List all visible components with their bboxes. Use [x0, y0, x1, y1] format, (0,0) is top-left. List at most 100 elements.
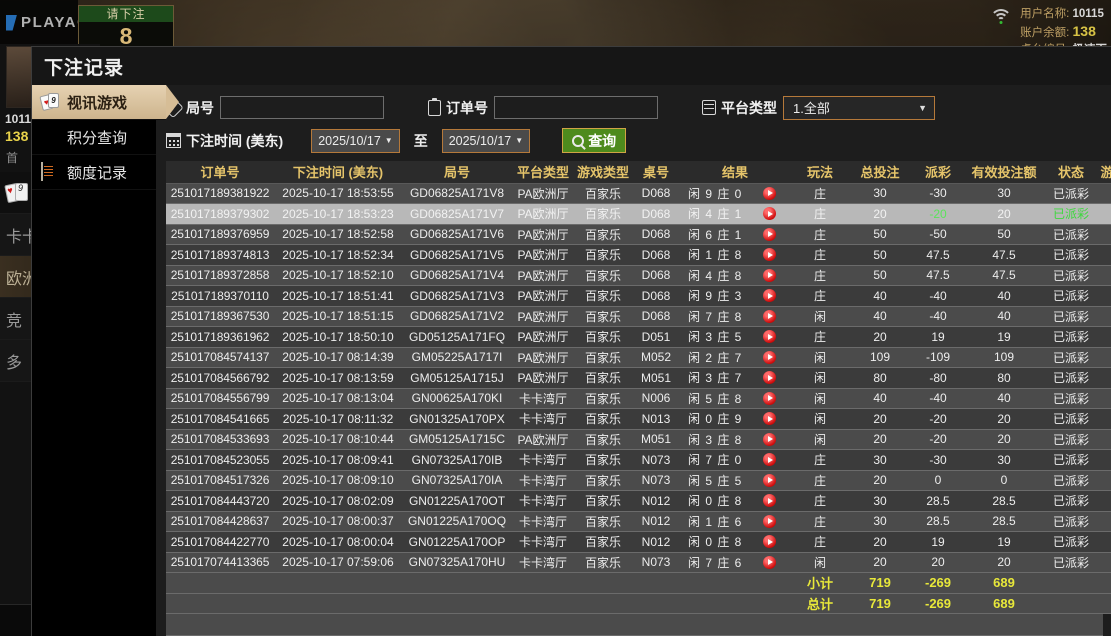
search-button[interactable]: 查询 [562, 128, 627, 153]
table-row[interactable]: 251017084443720 2025-10-17 08:02:09 GN0122… [166, 490, 1111, 512]
col-game-type[interactable]: 游戏类型 [574, 161, 632, 184]
cell-table-number: D068 [632, 183, 680, 204]
play-replay-icon[interactable] [763, 391, 776, 405]
cell-total-bet: 20 [850, 408, 910, 430]
col-result[interactable]: 结果 [680, 161, 790, 184]
col-game-mode[interactable]: 游戏模 [1100, 161, 1111, 184]
table-row[interactable]: 251017084556799 2025-10-17 08:13:04 GN0062… [166, 388, 1111, 409]
play-replay-icon[interactable] [763, 453, 776, 467]
play-replay-icon[interactable] [763, 289, 776, 303]
cell-payout: -40 [910, 285, 966, 307]
order-number-label: 订单号 [446, 99, 488, 116]
cell-table-number: D068 [632, 306, 680, 327]
table-row[interactable]: 251017084533693 2025-10-17 08:10:44 GM0512… [166, 429, 1111, 450]
col-bet-type[interactable]: 玩法 [790, 161, 850, 184]
cell-valid-bet: 19 [966, 531, 1042, 553]
summary-spacer-right [1042, 593, 1111, 614]
platform-type-label-group: 平台类型 [702, 98, 777, 118]
table-summary-row: 小计 719 -269 689 [166, 572, 1111, 594]
table-row[interactable]: 251017084541665 2025-10-17 08:11:32 GN0132… [166, 408, 1111, 430]
col-status[interactable]: 状态 [1042, 161, 1100, 184]
brand-mark-icon [6, 14, 17, 31]
table-row[interactable]: 251017189379302 2025-10-17 18:53:23 GD0682… [166, 203, 1111, 225]
sidebar-item-video-game[interactable]: ♥ 9 视讯游戏 [32, 85, 179, 120]
search-button-label: 查询 [588, 132, 617, 149]
table-row[interactable]: 251017189374813 2025-10-17 18:52:34 GD0682… [166, 244, 1111, 266]
cell-result: 闲 5 庄 5 [680, 470, 790, 491]
cell-game-type: 百家乐 [574, 490, 632, 512]
cell-result: 闲 5 庄 8 [680, 388, 790, 409]
order-number-input[interactable] [494, 96, 658, 119]
cell-bet-type: 庄 [790, 285, 850, 307]
rail-tab-home[interactable]: 首 [6, 151, 19, 165]
table-row[interactable]: 251017189361962 2025-10-17 18:50:10 GD0512… [166, 326, 1111, 348]
cards-icon [4, 182, 32, 204]
play-replay-icon[interactable] [763, 227, 776, 241]
play-replay-icon[interactable] [763, 186, 776, 200]
play-replay-icon[interactable] [763, 268, 776, 282]
sidebar-item-label: 视讯游戏 [67, 94, 128, 112]
play-replay-icon[interactable] [763, 207, 776, 221]
sidebar-item-credit-record[interactable]: 额度记录 [32, 155, 156, 190]
table-row[interactable]: 251017084422770 2025-10-17 08:00:04 GN0122… [166, 531, 1111, 553]
result-text: 闲 4 庄 1 [688, 207, 743, 222]
col-order-number[interactable]: 订单号 [166, 161, 274, 184]
cell-game-type: 百家乐 [574, 306, 632, 327]
play-replay-icon[interactable] [763, 432, 776, 446]
sidebar-item-points-query[interactable]: 积分查询 [32, 120, 156, 155]
table-row[interactable]: 251017084517326 2025-10-17 08:09:10 GN0732… [166, 470, 1111, 491]
cell-valid-bet: 109 [966, 347, 1042, 368]
col-valid-bet[interactable]: 有效投注额 [966, 161, 1042, 184]
play-replay-icon[interactable] [763, 371, 776, 385]
col-payout[interactable]: 派彩 [910, 161, 966, 184]
table-row[interactable]: 251017189381922 2025-10-17 18:53:55 GD0682… [166, 183, 1111, 204]
play-replay-icon[interactable] [763, 514, 776, 528]
cell-result: 闲 7 庄 8 [680, 306, 790, 327]
play-replay-icon[interactable] [763, 494, 776, 508]
play-replay-icon[interactable] [763, 330, 776, 344]
play-replay-icon[interactable] [763, 473, 776, 487]
date-from-picker[interactable]: 2025/10/17 ▼ [311, 128, 400, 153]
cell-payout: 28.5 [910, 490, 966, 512]
rail-item-label: 卡卡 [6, 228, 39, 246]
round-number-input[interactable] [220, 96, 384, 119]
cell-platform-type: PA欧洲厅 [512, 306, 574, 327]
play-replay-icon[interactable] [763, 350, 776, 364]
cell-platform-type: 卡卡湾厅 [512, 531, 574, 553]
cell-platform-type: 卡卡湾厅 [512, 470, 574, 491]
play-replay-icon[interactable] [763, 309, 776, 323]
table-body: 251017189381922 2025-10-17 18:53:55 GD0682… [166, 183, 1111, 614]
play-replay-icon[interactable] [763, 412, 776, 426]
cell-game-mode: - [1100, 244, 1111, 266]
play-replay-icon[interactable] [763, 248, 776, 262]
cell-order-number: 251017189370110 [166, 285, 274, 307]
col-round-number[interactable]: 局号 [402, 161, 512, 184]
table-row[interactable]: 251017189367530 2025-10-17 18:51:15 GD0682… [166, 306, 1111, 327]
cell-status: 已派彩 [1042, 388, 1100, 409]
table-row[interactable]: 251017189372858 2025-10-17 18:52:10 GD0682… [166, 265, 1111, 286]
table-row[interactable]: 251017084574137 2025-10-17 08:14:39 GM0522… [166, 347, 1111, 368]
platform-type-select[interactable]: 1.全部 ▼ [783, 95, 935, 120]
col-platform-type[interactable]: 平台类型 [512, 161, 574, 184]
result-text: 闲 3 庄 8 [688, 432, 743, 447]
balance-label: 账户余额: [1020, 27, 1070, 39]
result-text: 闲 5 庄 8 [688, 391, 743, 406]
col-bet-time[interactable]: 下注时间 (美东) [274, 161, 402, 184]
play-replay-icon[interactable] [763, 555, 776, 569]
cell-result: 闲 1 庄 6 [680, 511, 790, 532]
col-table-number[interactable]: 桌号 [632, 161, 680, 184]
cell-total-bet: 30 [850, 183, 910, 204]
cell-game-mode: - [1100, 511, 1111, 532]
table-row[interactable]: 251017189376959 2025-10-17 18:52:58 GD0682… [166, 224, 1111, 245]
date-to-picker[interactable]: 2025/10/17 ▼ [441, 128, 531, 153]
cell-total-bet: 20 [850, 326, 910, 348]
cell-table-number: M052 [632, 347, 680, 368]
play-replay-icon[interactable] [763, 535, 776, 549]
table-row[interactable]: 251017084428637 2025-10-17 08:00:37 GN0122… [166, 511, 1111, 532]
table-row[interactable]: 251017189370110 2025-10-17 18:51:41 GD0682… [166, 285, 1111, 307]
table-row[interactable]: 251017084566792 2025-10-17 08:13:59 GM0512… [166, 367, 1111, 389]
table-row[interactable]: 251017084523055 2025-10-17 08:09:41 GN0732… [166, 449, 1111, 471]
table-row[interactable]: 251017074413365 2025-10-17 07:59:06 GN0732… [166, 552, 1111, 573]
cell-game-type: 百家乐 [574, 388, 632, 409]
col-total-bet[interactable]: 总投注 [850, 161, 910, 184]
